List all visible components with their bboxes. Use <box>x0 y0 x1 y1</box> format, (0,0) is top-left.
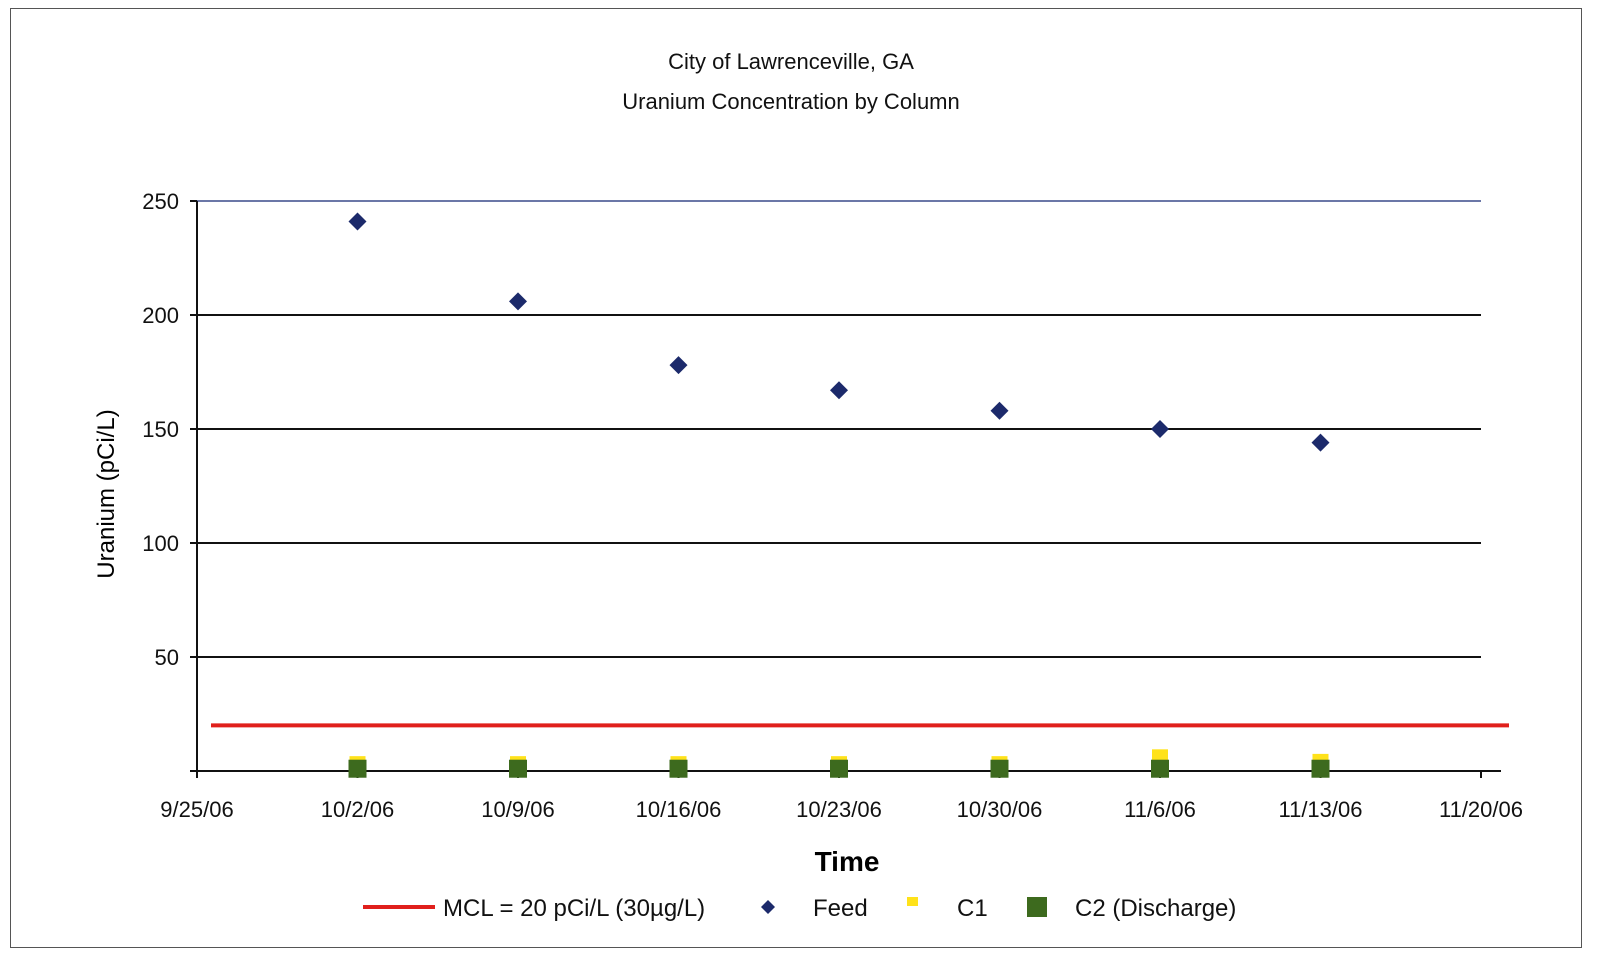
y-tick-label: 250 <box>142 189 179 214</box>
c2-discharge-point <box>830 759 848 778</box>
legend-label-mcl: MCL = 20 pCi/L (30µg/L) <box>443 895 705 922</box>
data-marks <box>348 212 1330 778</box>
x-tick-label: 10/2/06 <box>321 797 394 822</box>
legend: MCL = 20 pCi/L (30µg/L) Feed C1 C2 (Dischar… <box>363 895 1236 922</box>
feed-point <box>509 292 527 311</box>
y-tick-label: 200 <box>142 303 179 328</box>
x-tick-label: 9/25/06 <box>160 797 233 822</box>
chart-subtitle: Uranium Concentration by Column <box>622 89 960 114</box>
legend-label-c1: C1 <box>957 895 988 922</box>
y-tick-label: 150 <box>142 417 179 442</box>
c2-discharge-point <box>509 759 527 778</box>
x-axis-title: Time <box>815 846 880 877</box>
gridlines: 50 100 150 200 250 <box>142 189 1481 670</box>
feed-point <box>830 381 848 400</box>
x-tick-label: 10/23/06 <box>796 797 882 822</box>
x-tick-label: 11/20/06 <box>1439 797 1523 822</box>
legend-swatch-c1 <box>907 897 918 906</box>
x-tick-label: 10/16/06 <box>636 797 722 822</box>
legend-label-c2: C2 (Discharge) <box>1075 895 1236 922</box>
x-tick-label: 10/30/06 <box>957 797 1043 822</box>
c2-discharge-point <box>990 759 1009 778</box>
chart-title: City of Lawrenceville, GA <box>668 49 914 74</box>
x-tick-label: 10/9/06 <box>481 797 554 822</box>
x-tick-label: 11/6/06 <box>1124 797 1196 822</box>
c2-discharge-point <box>1151 759 1169 778</box>
axes: 9/25/06 10/2/06 10/9/06 10/16/06 10/23/06 10/… <box>160 200 1523 822</box>
feed-point <box>669 356 688 375</box>
feed-point <box>1151 420 1169 438</box>
chart-frame: City of Lawrenceville, GA Uranium Concen… <box>10 8 1582 948</box>
c2-discharge-point <box>669 759 688 778</box>
legend-swatch-c2 <box>1027 897 1047 917</box>
y-tick-label: 100 <box>142 531 179 556</box>
feed-point <box>990 401 1009 420</box>
y-tick-label: 50 <box>155 645 179 670</box>
c2-discharge-point <box>348 759 367 778</box>
c2-discharge-point <box>1311 759 1330 778</box>
x-tick-label: 11/13/06 <box>1278 797 1362 822</box>
legend-label-feed: Feed <box>813 895 868 922</box>
feed-point <box>1311 433 1330 452</box>
chart-svg: City of Lawrenceville, GA Uranium Concen… <box>93 49 1523 922</box>
feed-point <box>348 212 367 231</box>
legend-swatch-feed <box>761 900 775 914</box>
y-axis-title: Uranium (pCi/L) <box>93 409 120 578</box>
